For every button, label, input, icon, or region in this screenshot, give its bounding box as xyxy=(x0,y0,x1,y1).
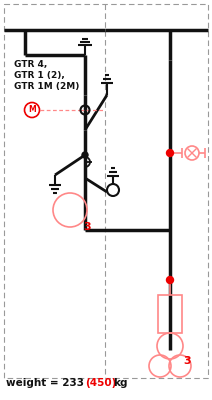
Bar xyxy=(158,295,182,333)
Text: kg: kg xyxy=(113,378,127,388)
Circle shape xyxy=(82,152,88,158)
Text: weight = 233: weight = 233 xyxy=(6,378,88,388)
Text: M: M xyxy=(28,106,36,114)
Text: 3: 3 xyxy=(183,356,191,366)
Text: GTR 4,
GTR 1 (2),
GTR 1M (2M): GTR 4, GTR 1 (2), GTR 1M (2M) xyxy=(14,60,79,91)
Circle shape xyxy=(166,150,173,156)
Circle shape xyxy=(166,276,173,284)
Text: (450): (450) xyxy=(85,378,116,388)
Text: 3: 3 xyxy=(83,222,91,232)
